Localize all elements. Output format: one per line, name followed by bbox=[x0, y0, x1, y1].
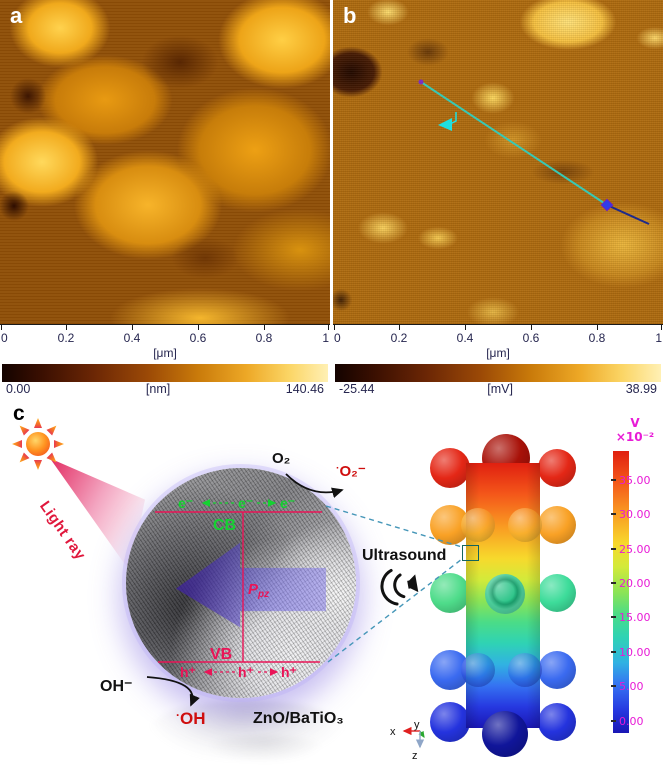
panel-c-label: c bbox=[13, 402, 25, 425]
panel-b-axis-unit: [μm] bbox=[486, 346, 510, 360]
sim-sphere bbox=[430, 702, 470, 742]
axis-line bbox=[333, 324, 663, 325]
profile-start-marker bbox=[418, 79, 424, 85]
colorbar-min: -25.44 bbox=[339, 382, 375, 396]
panel-b-label: b bbox=[343, 3, 357, 28]
sim-sphere bbox=[538, 574, 576, 612]
panel-a-colorbar-labels: 0.00 [nm] 140.46 bbox=[2, 382, 328, 398]
material-label: ZnO/BaTiO₃ bbox=[253, 710, 344, 727]
tick-label: 0.8 bbox=[255, 331, 273, 345]
sim-sphere-inner bbox=[461, 653, 495, 687]
tick-label: 0 bbox=[1, 331, 8, 345]
panel-b-colorbar bbox=[335, 364, 661, 382]
sim-sphere-inner bbox=[508, 508, 542, 542]
particle-reflection bbox=[150, 700, 345, 760]
sim-colorbar-title: V ×10⁻² bbox=[615, 416, 655, 444]
sim-colorbar-tick: 10.00 bbox=[619, 645, 651, 659]
colorbar-unit: [nm] bbox=[145, 382, 171, 396]
axis-x-label: x bbox=[390, 726, 396, 738]
cursor-diamond-marker bbox=[600, 198, 614, 212]
sun-icon bbox=[12, 418, 64, 470]
tick-label: 1 bbox=[322, 331, 329, 345]
sim-sphere bbox=[538, 703, 576, 741]
sim-colorbar-tick: 0.00 bbox=[619, 714, 644, 728]
panel-a-axis-unit: [μm] bbox=[153, 346, 177, 360]
tick-label: 0.4 bbox=[456, 331, 474, 345]
sim-sphere bbox=[538, 651, 576, 689]
particle-reflection bbox=[205, 735, 325, 763]
axis-line bbox=[0, 324, 330, 325]
o2-label: O₂ bbox=[272, 450, 291, 467]
sim-sphere bbox=[430, 573, 470, 613]
light-ray-label: Light ray bbox=[36, 498, 89, 564]
hydroxide-label: OH⁻ bbox=[100, 678, 133, 695]
piezo-potential-label: Ppz bbox=[248, 581, 270, 600]
tick-label: 0.2 bbox=[390, 331, 408, 345]
profile-line-end-segment bbox=[606, 204, 650, 225]
vb-label: VB bbox=[210, 646, 233, 663]
profile-line-overlay bbox=[418, 79, 650, 225]
profile-line bbox=[420, 81, 608, 206]
panel-a-scale-ruler: 0 0.2 0.4 0.6 0.8 1 bbox=[0, 324, 330, 346]
superoxide-label: ·O₂⁻ bbox=[336, 462, 366, 480]
sim-sphere-inner bbox=[461, 508, 495, 542]
tick-label: 0.8 bbox=[588, 331, 606, 345]
afm-topography-image: a bbox=[0, 0, 330, 324]
sim-sphere-front bbox=[485, 574, 525, 614]
sim-colorbar-tick: 25.00 bbox=[619, 542, 651, 556]
sim-sphere bbox=[538, 506, 576, 544]
tick-label: 0.6 bbox=[189, 331, 207, 345]
zoom-region-marker bbox=[462, 545, 479, 561]
tick-label: 0.4 bbox=[123, 331, 141, 345]
sim-colorbar-tick: 5.00 bbox=[619, 679, 644, 693]
axis-z-label: z bbox=[412, 750, 418, 762]
panel-a-colorbar bbox=[2, 364, 328, 382]
sim-sphere bbox=[430, 448, 470, 488]
sim-sphere bbox=[538, 449, 576, 487]
sim-colorbar-tick: 35.00 bbox=[619, 473, 651, 487]
tick-label: 0.2 bbox=[57, 331, 75, 345]
hydroxyl-label: ·OH bbox=[176, 708, 206, 728]
speaker-icon bbox=[380, 568, 419, 606]
piezoresponse-image: b bbox=[333, 0, 663, 324]
panel-b-colorbar-labels: -25.44 [mV] 38.99 bbox=[335, 382, 661, 398]
axis-triad-icon: x y z bbox=[390, 719, 425, 762]
cb-label: CB bbox=[213, 517, 237, 534]
sim-colorbar-tick: 20.00 bbox=[619, 576, 651, 590]
colorbar-max: 38.99 bbox=[625, 382, 657, 396]
tick-label: 1 bbox=[655, 331, 662, 345]
sim-colorbar bbox=[613, 451, 629, 733]
ultrasound-label: Ultrasound bbox=[362, 547, 447, 564]
mechanism-panel: c Light ray bbox=[0, 400, 663, 768]
panel-a-label: a bbox=[10, 3, 23, 28]
axis-y-label: y bbox=[414, 719, 420, 731]
sim-sphere-inner bbox=[508, 653, 542, 687]
colorbar-max: 140.46 bbox=[285, 382, 324, 396]
sim-colorbar-tick: 15.00 bbox=[619, 610, 651, 624]
colorbar-min: 0.00 bbox=[6, 382, 31, 396]
panel-b-scale-ruler: 0 0.2 0.4 0.6 0.8 1 bbox=[333, 324, 663, 346]
colorbar-unit: [mV] bbox=[487, 382, 513, 396]
cursor-arrow-marker bbox=[438, 118, 452, 131]
sim-colorbar-tick: 30.00 bbox=[619, 507, 651, 521]
sim-sphere-front bbox=[482, 711, 528, 757]
tick-label: 0.6 bbox=[522, 331, 540, 345]
tick-label: 0 bbox=[334, 331, 341, 345]
